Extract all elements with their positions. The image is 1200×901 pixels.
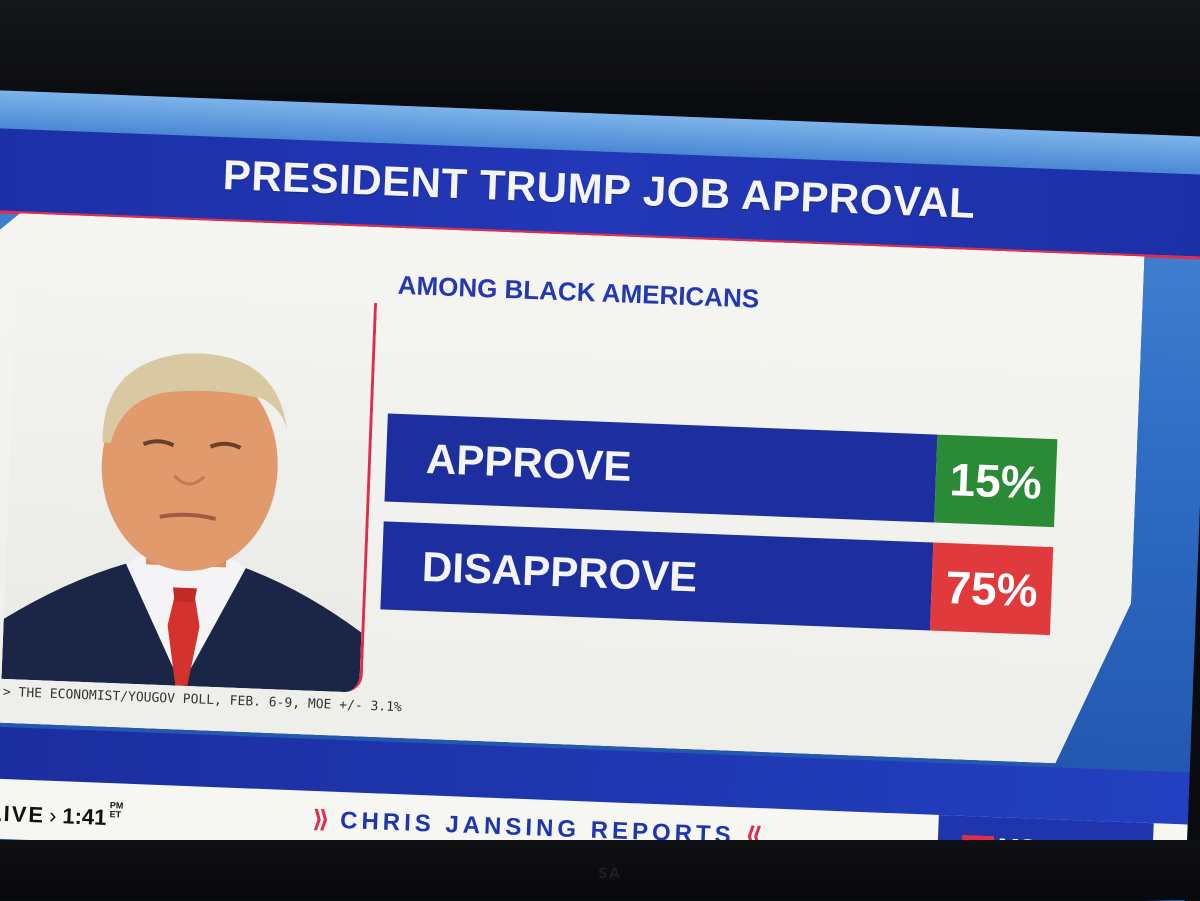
tv-screen: PRESIDENT TRUMP JOB APPROVAL AMONG BLACK… [0,90,1200,901]
graphic-subtitle: AMONG BLACK AMERICANS [397,269,760,314]
approve-label: APPROVE [384,414,937,523]
clock-ampm: PM ET [109,800,123,820]
tv-bezel-top [0,0,1200,95]
live-label: LIVE [0,800,46,828]
approve-value: 15% [934,435,1057,528]
graphic-title: PRESIDENT TRUMP JOB APPROVAL [222,151,977,227]
portrait-photo [1,289,377,693]
disapprove-value: 75% [930,543,1053,636]
clock-timezone: ET [109,809,122,820]
clock-time: 1:41 [61,803,107,830]
chevron-right-icon: › [48,802,57,829]
show-chevron-left-icon: ⟫ [311,805,331,834]
poll-panel: AMONG BLACK AMERICANS [0,212,1144,766]
tv-bezel-bottom [0,840,1200,900]
tv-brand-logo: SA [598,866,621,882]
live-indicator: LIVE › 1:41 PM ET [0,796,124,831]
disapprove-label: DISAPPROVE [380,521,933,630]
portrait-illustration [1,289,374,692]
disapprove-row: DISAPPROVE 75% [380,521,383,609]
approve-row: APPROVE 15% [384,414,387,502]
